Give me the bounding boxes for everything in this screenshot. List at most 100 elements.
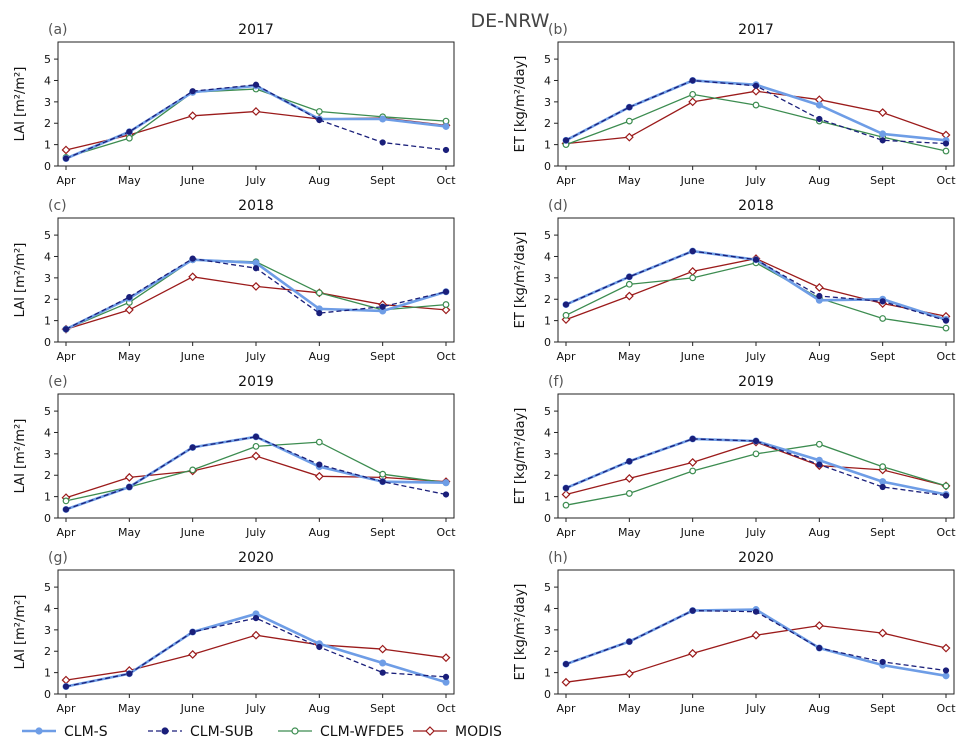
x-tick-label: May bbox=[118, 350, 141, 363]
x-tick-label: Apr bbox=[56, 526, 76, 539]
data-point bbox=[62, 326, 70, 333]
x-tick-label: Sept bbox=[370, 702, 396, 715]
data-point bbox=[751, 630, 761, 640]
y-tick-label: 4 bbox=[544, 426, 551, 439]
data-point bbox=[126, 483, 133, 491]
x-tick-label: Sept bbox=[870, 702, 896, 715]
data-point bbox=[316, 461, 323, 468]
data-point bbox=[252, 265, 260, 272]
y-tick-label: 0 bbox=[544, 160, 551, 173]
data-point bbox=[879, 298, 886, 305]
data-point bbox=[941, 643, 951, 653]
legend: CLM-S CLM-SUB CLM-WFDE5 MODIS bbox=[22, 724, 502, 739]
data-point bbox=[624, 132, 634, 142]
x-tick-label: Oct bbox=[936, 350, 956, 363]
x-tick-label: Aug bbox=[309, 702, 330, 715]
x-tick-label: Apr bbox=[56, 702, 76, 715]
series-modis bbox=[61, 107, 451, 155]
y-tick-label: 1 bbox=[44, 315, 51, 328]
x-tick-label: Aug bbox=[309, 350, 330, 363]
panel-label: (c) bbox=[48, 198, 67, 214]
series-clm-sub bbox=[62, 81, 450, 162]
x-tick-label: Aug bbox=[809, 526, 830, 539]
panel-title: 2019 bbox=[238, 374, 274, 390]
y-tick-label: 4 bbox=[44, 602, 51, 615]
data-point bbox=[816, 115, 823, 123]
data-point bbox=[442, 673, 450, 680]
x-tick-label: Oct bbox=[936, 174, 956, 187]
y-tick-label: 5 bbox=[44, 229, 51, 242]
series-line bbox=[65, 84, 447, 160]
data-point bbox=[561, 677, 571, 687]
panel-label: (d) bbox=[548, 198, 568, 214]
x-tick-label: Apr bbox=[556, 174, 576, 187]
data-point bbox=[879, 658, 886, 666]
data-point bbox=[561, 315, 571, 325]
x-tick-label: Oct bbox=[436, 174, 456, 187]
data-point bbox=[816, 292, 823, 300]
y-axis-label: LAI [m²/m²] bbox=[13, 67, 28, 142]
panel-f: (f) 2019 0 1 2 3 4 5 Apr May June July Aug Sept Oct ET … bbox=[513, 374, 956, 539]
legend-item-modis: MODIS bbox=[413, 724, 502, 739]
x-tick-label: June bbox=[180, 702, 205, 715]
legend-marker bbox=[35, 727, 43, 735]
data-point bbox=[61, 145, 71, 155]
y-axis-label: LAI [m²/m²] bbox=[13, 243, 28, 318]
y-tick-label: 1 bbox=[44, 667, 51, 680]
data-point bbox=[316, 116, 323, 124]
panel-c: (c) 2018 0 1 2 3 4 5 Apr May June July Aug Sept Oct LAI… bbox=[13, 198, 456, 363]
y-tick-label: 4 bbox=[44, 426, 51, 439]
panel-title: 2017 bbox=[738, 22, 774, 38]
x-tick-label: May bbox=[618, 174, 641, 187]
series-clm-sub bbox=[562, 607, 950, 674]
legend-label: MODIS bbox=[455, 724, 502, 739]
data-point bbox=[251, 107, 261, 116]
data-point bbox=[878, 108, 888, 118]
x-tick-label: May bbox=[118, 526, 141, 539]
x-tick-label: July bbox=[245, 526, 266, 539]
panel-a: (a) 2017 0 1 2 3 4 5 Apr May June July Aug Sept Oct LAI… bbox=[13, 22, 456, 187]
y-tick-label: 0 bbox=[44, 160, 51, 173]
x-tick-label: Sept bbox=[370, 174, 396, 187]
y-tick-label: 3 bbox=[44, 96, 51, 109]
data-point bbox=[562, 484, 570, 492]
figure-title: DE-NRW bbox=[471, 10, 550, 32]
series-clm-s bbox=[562, 606, 950, 680]
data-point bbox=[562, 311, 570, 319]
series-clm-wfde5 bbox=[562, 259, 950, 332]
data-point bbox=[625, 280, 633, 288]
data-point bbox=[626, 638, 633, 645]
x-tick-label: July bbox=[245, 350, 266, 363]
series-clm-sub bbox=[62, 255, 450, 333]
data-point bbox=[626, 104, 633, 111]
panel-title: 2019 bbox=[738, 374, 774, 390]
series-clm-s bbox=[62, 82, 450, 163]
x-tick-label: Apr bbox=[556, 526, 576, 539]
data-point bbox=[251, 451, 261, 461]
axes-frame bbox=[57, 41, 455, 167]
data-point bbox=[878, 628, 888, 638]
data-point bbox=[752, 450, 760, 458]
y-axis-label: LAI [m²/m²] bbox=[13, 595, 28, 670]
series-line bbox=[65, 84, 447, 160]
data-point bbox=[562, 501, 570, 509]
y-axis-label: ET [kg/m²/day] bbox=[513, 232, 528, 329]
data-point bbox=[942, 140, 950, 147]
x-tick-label: Apr bbox=[56, 174, 76, 187]
data-point bbox=[379, 303, 386, 310]
y-tick-label: 0 bbox=[44, 688, 51, 701]
x-tick-label: Aug bbox=[309, 526, 330, 539]
panel-title: 2020 bbox=[238, 550, 274, 566]
legend-label: CLM-S bbox=[64, 724, 108, 739]
axes-frame bbox=[57, 217, 455, 343]
data-point bbox=[688, 266, 698, 276]
data-point bbox=[751, 86, 761, 96]
data-point bbox=[315, 108, 323, 115]
data-point bbox=[688, 457, 698, 467]
series-modis bbox=[561, 621, 951, 687]
data-point bbox=[879, 315, 887, 322]
x-tick-label: June bbox=[680, 526, 705, 539]
data-point bbox=[61, 675, 71, 685]
series-clm-sub bbox=[562, 248, 950, 324]
